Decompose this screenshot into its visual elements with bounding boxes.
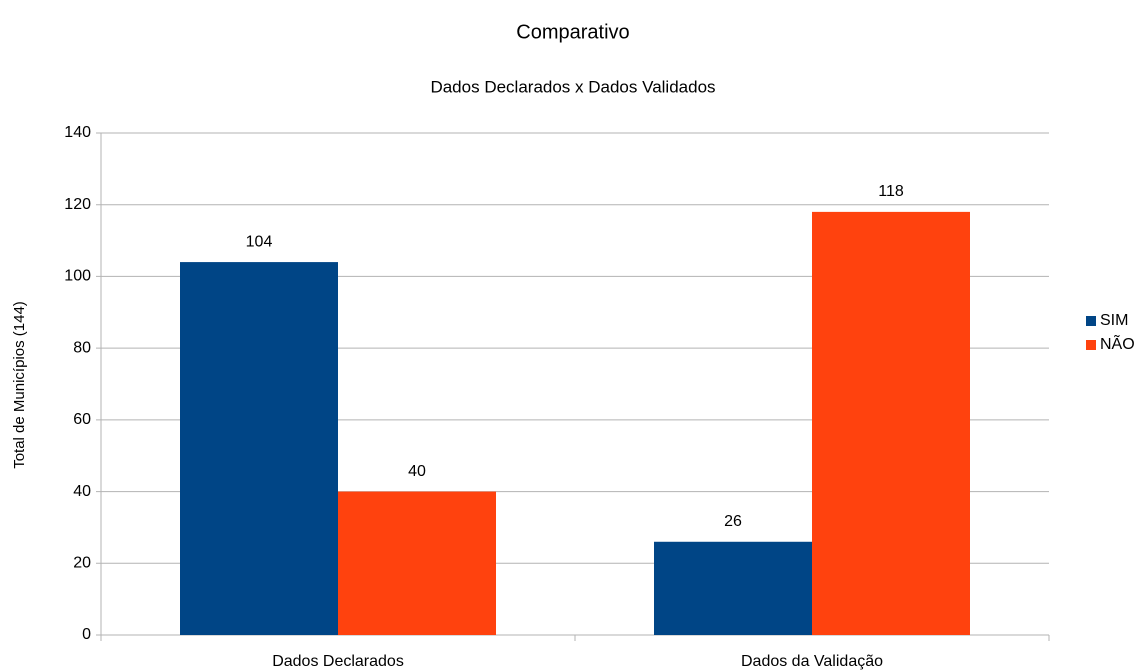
y-tick-label: 20: [73, 555, 91, 572]
x-tick-label: Dados Declarados: [272, 653, 404, 670]
x-tick-label: Dados da Validação: [741, 653, 883, 670]
legend-swatch: [1086, 316, 1096, 326]
legend-label: NÃO: [1100, 333, 1135, 353]
bar: [338, 491, 496, 635]
bar: [812, 211, 970, 635]
data-label: 26: [724, 513, 742, 530]
y-tick-label: 80: [73, 339, 91, 356]
legend-swatch: [1086, 340, 1096, 350]
y-tick-label: 0: [82, 626, 91, 643]
bar: [654, 541, 812, 635]
data-label: 118: [878, 183, 904, 200]
data-label: 40: [408, 463, 426, 480]
chart-subtitle: Dados Declarados x Dados Validados: [430, 77, 715, 96]
legend-label: SIM: [1100, 312, 1128, 329]
y-tick-label: 120: [64, 196, 91, 213]
y-tick-label: 140: [64, 124, 91, 141]
chart-title: Comparativo: [516, 21, 629, 43]
y-axis-label: Total de Municípios (144): [11, 301, 28, 469]
y-tick-label: 100: [64, 268, 91, 285]
data-label: 104: [246, 233, 273, 250]
y-tick-label: 60: [73, 411, 91, 428]
bar: [180, 262, 338, 635]
y-tick-label: 40: [73, 483, 91, 500]
